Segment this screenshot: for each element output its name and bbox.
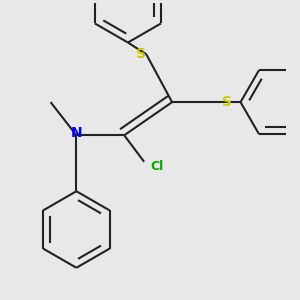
Text: S: S: [222, 95, 232, 109]
Text: N: N: [70, 126, 82, 140]
Text: Cl: Cl: [150, 160, 163, 173]
Text: S: S: [136, 47, 146, 61]
